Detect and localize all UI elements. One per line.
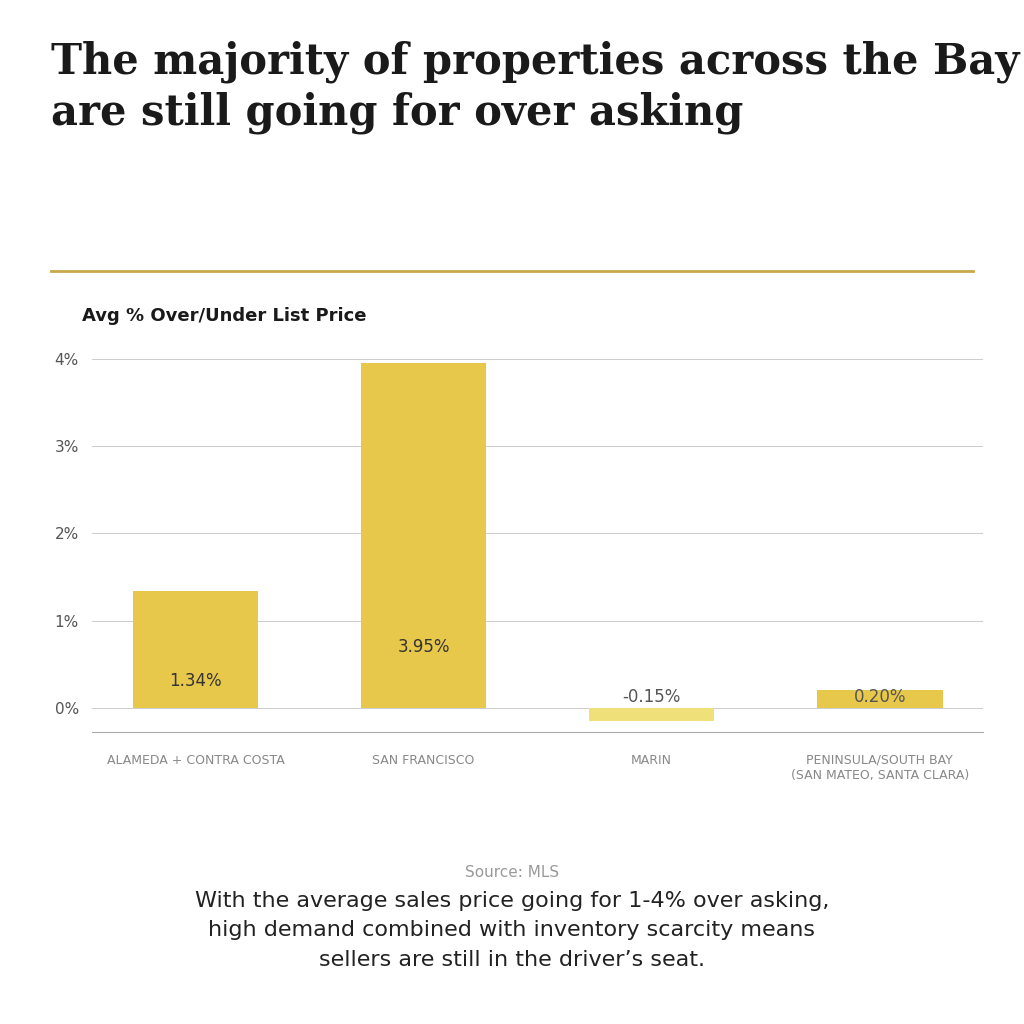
Text: 0.20%: 0.20% (854, 688, 906, 706)
Bar (817, 690, 942, 708)
Text: Avg % Over/Under List Price: Avg % Over/Under List Price (82, 307, 367, 326)
Bar (133, 591, 258, 708)
Text: 1.34%: 1.34% (169, 672, 222, 690)
Text: The majority of properties across the Bay Area
are still going for over asking: The majority of properties across the Ba… (51, 41, 1024, 134)
Text: Source: MLS: Source: MLS (465, 865, 559, 881)
Text: 3.95%: 3.95% (397, 638, 450, 656)
Text: With the average sales price going for 1-4% over asking,
high demand combined wi: With the average sales price going for 1… (195, 891, 829, 970)
Bar (589, 708, 715, 721)
Bar (360, 364, 486, 708)
Text: -0.15%: -0.15% (623, 688, 681, 706)
